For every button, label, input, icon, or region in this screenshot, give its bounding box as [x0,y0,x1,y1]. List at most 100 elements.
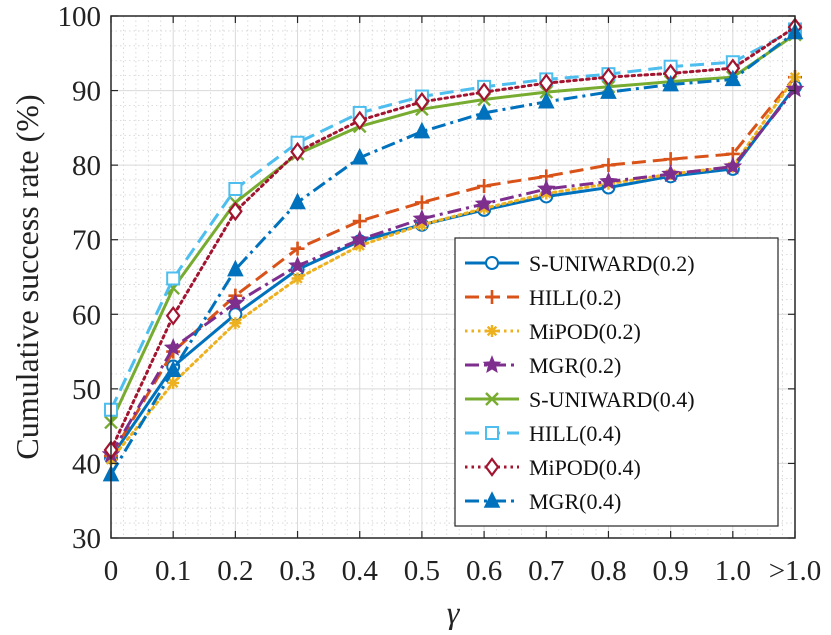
plus-marker [601,158,616,173]
data-point [485,392,499,406]
data-point [486,325,498,337]
x-tick-label: 0.1 [155,555,191,587]
data-point [227,259,244,277]
series-line [109,88,797,456]
triangle-marker [289,192,306,210]
data-point [167,376,180,389]
triangle-marker [413,121,431,139]
triangle-marker [164,360,182,378]
data-point [164,360,182,378]
axes: 0 0.1 0.2 0.3 0.4 0.5 0.6 0.7 0.8 0.9 1.0 >1.0 30 40 5… [58,1,822,587]
series-line [109,76,797,457]
data-point [601,158,616,173]
legend-item: MiPOD(0.2) [465,319,641,344]
x-tick-label: 0.5 [404,555,440,587]
star-marker [661,164,680,183]
star-marker [350,229,370,248]
data-point [288,255,307,274]
square-marker [166,271,181,286]
legend-label: MiPOD(0.2) [529,319,641,344]
legend-item: HILL(0.2) [465,285,621,310]
square-marker [228,182,243,197]
data-point [661,164,680,183]
star-marker [536,179,556,197]
plus-marker [477,179,492,194]
series-MGR(0.4) [102,22,804,482]
square-marker [485,426,499,440]
y-tick-label: 30 [72,523,101,555]
star-marker [412,208,432,227]
series-line [109,33,796,424]
data-point [484,457,500,477]
data-point [537,91,555,109]
legend: S-UNIWARD(0.2) HILL(0.2) MiPOD(0.2) MGR(0.2… [454,237,779,527]
series-MGR(0.2) [101,79,805,463]
data-point [165,305,181,326]
data-point [412,208,432,227]
plus-marker [485,290,499,304]
data-point [413,121,431,139]
x-tick-label: 0.9 [653,555,689,587]
triangle-marker [483,491,501,508]
data-point [663,152,678,167]
data-point [353,239,366,252]
triangle-marker [537,91,555,109]
x-tick-label: >1.0 [769,555,822,587]
x-tick-label: 0.6 [466,555,502,587]
x-tick-label: 0 [104,555,119,587]
star-marker [226,293,245,312]
asterisk-marker [167,376,180,389]
data-point [662,74,679,92]
series-line [109,25,797,452]
series-layer [101,17,805,482]
series-line [109,28,796,411]
legend-label: S-UNIWARD(0.4) [529,387,695,412]
legend-label: MiPOD(0.4) [529,455,641,480]
diamond-marker [227,201,243,222]
star-marker [723,156,743,175]
data-point [227,201,243,222]
legend-item: MGR(0.2) [465,353,621,378]
data-point [476,82,492,102]
diamond-marker [538,73,554,93]
circle-marker [485,256,499,270]
data-point [599,171,618,190]
legend-item: S-UNIWARD(0.2) [465,251,695,276]
legend-label: HILL(0.2) [529,285,621,310]
data-point [600,82,617,99]
diamond-marker [352,110,368,131]
data-point [352,214,367,229]
y-axis-label: Cumulative success rate (%) [9,94,45,459]
star-marker [482,355,502,373]
data-point [228,182,243,197]
x-axis-label: γ [447,594,461,630]
data-point [166,271,181,286]
legend-label: MGR(0.2) [529,353,621,378]
data-point [540,187,553,200]
data-point [351,147,369,165]
star-marker [599,171,618,190]
y-tick-label: 40 [72,448,101,480]
plot-frame [110,15,796,539]
data-point [477,179,492,194]
series-line [109,31,796,476]
star-marker [474,194,494,212]
diamond-marker [476,82,492,102]
data-point [478,202,491,215]
data-point [226,293,245,312]
data-point [350,229,370,248]
y-tick-label: 70 [72,225,101,257]
legend-label: S-UNIWARD(0.2) [529,251,695,276]
data-point [485,290,499,304]
diamond-marker [290,141,305,162]
star-marker [288,255,307,274]
data-point [415,218,428,231]
legend-box [454,237,779,527]
triangle-marker [475,103,493,120]
asterisk-marker [353,239,366,252]
x-tick-label: 0.8 [590,555,626,587]
y-tick-label: 60 [72,299,101,331]
data-point [723,156,743,175]
data-point [352,110,368,131]
